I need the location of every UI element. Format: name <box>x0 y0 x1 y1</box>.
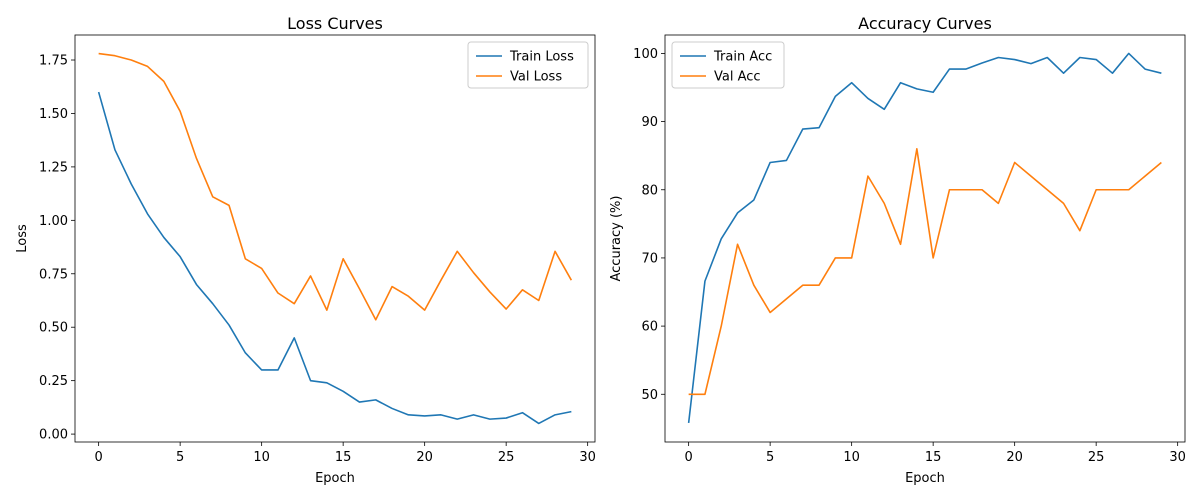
legend-label: Train Acc <box>713 50 772 65</box>
chart-title: Accuracy Curves <box>858 14 992 33</box>
x-tick-label: 10 <box>843 450 860 465</box>
y-axis-label: Accuracy (%) <box>609 196 624 282</box>
y-tick-label: 0.75 <box>39 267 68 282</box>
plot-area-frame <box>664 34 1186 443</box>
x-tick-label: 25 <box>498 450 515 465</box>
plot-area-frame <box>74 34 596 443</box>
y-tick-label: 0.25 <box>39 374 68 389</box>
y-tick-label: 1.00 <box>39 214 68 229</box>
x-tick-label: 5 <box>176 450 184 465</box>
series-line-train-acc <box>687 52 1162 424</box>
y-tick-label: 90 <box>641 115 658 130</box>
y-tick-label: 60 <box>641 320 658 335</box>
legend: Train Loss Val Loss <box>467 41 589 89</box>
x-tick-label: 25 <box>1088 450 1105 465</box>
legend-label: Train Loss <box>509 50 574 65</box>
x-tick-label: 30 <box>1169 450 1186 465</box>
chart-panel-1: 0 5 10 15 20 25 30 50 60 70 80 90 100 Accuracy Curves… <box>609 14 1186 486</box>
x-tick-label: 10 <box>253 450 270 465</box>
chart-title: Loss Curves <box>287 14 383 33</box>
series-line-val-acc <box>688 148 1162 396</box>
y-tick-label: 0.50 <box>39 321 68 336</box>
y-tick-label: 1.75 <box>39 54 68 69</box>
y-tick-label: 80 <box>641 183 658 198</box>
x-tick-label: 15 <box>335 450 352 465</box>
y-tick-label: 100 <box>633 47 658 62</box>
series-line-val-loss <box>98 52 573 321</box>
x-tick-label: 0 <box>94 450 102 465</box>
legend-label: Val Acc <box>714 70 761 85</box>
y-tick-label: 50 <box>641 388 658 403</box>
x-tick-label: 20 <box>416 450 433 465</box>
x-tick-label: 5 <box>766 450 774 465</box>
y-tick-label: 1.50 <box>39 107 68 122</box>
chart-panel-0: 0 5 10 15 20 25 30 0.00 0.25 0.50 0.75 1.00 1.25 1.50… <box>15 14 596 486</box>
y-tick-label: 1.25 <box>39 160 68 175</box>
x-tick-label: 20 <box>1006 450 1023 465</box>
y-axis-label: Loss <box>15 224 30 253</box>
series-line-train-loss <box>97 91 572 425</box>
x-tick-label: 30 <box>579 450 596 465</box>
legend: Train Acc Val Acc <box>671 41 785 89</box>
x-axis-label: Epoch <box>905 471 945 486</box>
x-axis-label: Epoch <box>315 471 355 486</box>
y-tick-label: 0.00 <box>39 428 68 443</box>
x-tick-label: 0 <box>684 450 692 465</box>
legend-label: Val Loss <box>510 70 562 85</box>
y-tick-label: 70 <box>641 251 658 266</box>
x-tick-label: 15 <box>925 450 942 465</box>
